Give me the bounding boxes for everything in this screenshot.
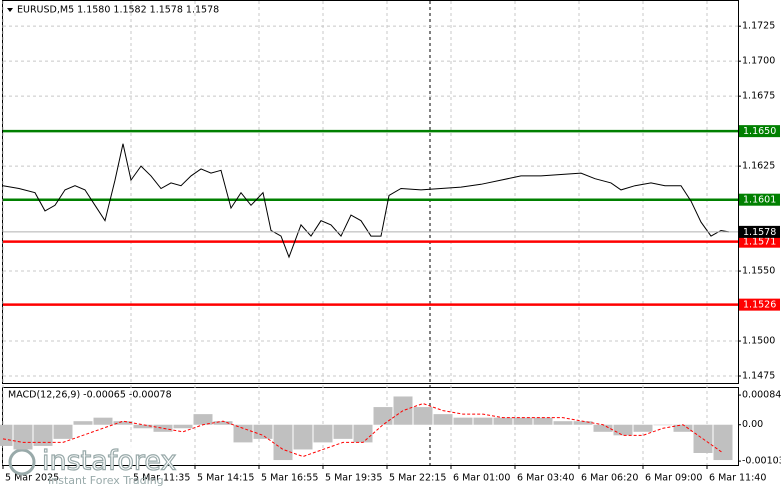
x-tick-label: 6 Mar 09:00 bbox=[645, 473, 702, 484]
x-tick-label: 5 Mar 11:35 bbox=[133, 473, 190, 484]
histogram-bar bbox=[573, 421, 593, 425]
x-tick-label: 5 Mar 14:15 bbox=[197, 473, 254, 484]
histogram-bar bbox=[593, 424, 613, 432]
y-tick-label: 1.1725 bbox=[742, 21, 775, 32]
histogram-bar bbox=[173, 424, 193, 429]
y-tick-label: 1.1475 bbox=[742, 371, 775, 382]
histogram-bar bbox=[153, 424, 173, 432]
y-tick-label: 1.1550 bbox=[742, 266, 775, 277]
histogram-bar bbox=[513, 417, 533, 425]
histogram-bar bbox=[213, 421, 233, 425]
histogram-bar bbox=[93, 417, 113, 425]
y-tick-label: 1.1500 bbox=[742, 336, 775, 347]
histogram-bar bbox=[293, 424, 313, 450]
histogram-bar bbox=[553, 421, 573, 425]
watermark-brand: instaforex bbox=[42, 446, 176, 477]
level-tag bbox=[739, 235, 780, 248]
signal-line bbox=[2, 403, 724, 458]
macd-title: MACD(12,26,9) -0.00065 -0.00078 bbox=[8, 390, 172, 401]
histogram-bar bbox=[433, 414, 453, 425]
x-tick-label: 6 Mar 11:40 bbox=[709, 473, 766, 484]
y-tick-label: 0.00084 bbox=[742, 390, 781, 401]
last-price-tag bbox=[739, 225, 780, 238]
histogram-bar bbox=[33, 424, 53, 446]
histogram-bar bbox=[413, 407, 433, 425]
x-tick-label: 6 Mar 06:20 bbox=[581, 473, 638, 484]
histogram-bar bbox=[273, 424, 293, 461]
histogram-bar bbox=[633, 424, 653, 432]
x-tick-label: 6 Mar 01:00 bbox=[453, 473, 510, 484]
chart-title: EURUSD,M5 1.1580 1.1582 1.1578 1.1578 bbox=[17, 5, 219, 16]
x-tick-label: 6 Mar 03:40 bbox=[517, 473, 574, 484]
y-tick-label: 1.1675 bbox=[742, 91, 775, 102]
level-label: 1.1526 bbox=[743, 300, 776, 311]
histogram-bar bbox=[533, 417, 553, 425]
level-label: 1.1601 bbox=[743, 195, 776, 206]
histogram-bar bbox=[13, 424, 33, 450]
histogram-bar bbox=[73, 421, 93, 425]
watermark-bg bbox=[3, 443, 179, 465]
histogram-bar bbox=[713, 424, 733, 461]
histogram-bar bbox=[133, 424, 153, 429]
histogram-bar bbox=[393, 396, 413, 425]
histogram-bar bbox=[373, 407, 393, 425]
histogram-bar bbox=[353, 424, 373, 443]
histogram-bar bbox=[53, 424, 73, 439]
level-tag bbox=[739, 193, 780, 206]
histogram-bar bbox=[253, 424, 273, 439]
histogram-bar bbox=[233, 424, 253, 443]
level-label: 1.1650 bbox=[743, 126, 776, 137]
x-tick-label: 5 Mar 22:15 bbox=[389, 473, 446, 484]
watermark-tagline: Instant Forex Trading bbox=[48, 474, 164, 487]
histogram-bar bbox=[193, 414, 213, 425]
histogram-bar bbox=[673, 424, 693, 432]
x-tick-label: 5 Mar 16:55 bbox=[261, 473, 318, 484]
histogram-bar bbox=[333, 424, 353, 439]
histogram-bar bbox=[613, 424, 633, 436]
level-label: 1.1571 bbox=[743, 237, 776, 248]
histogram-bar bbox=[453, 417, 473, 425]
y-tick-label: 0.00 bbox=[742, 419, 763, 430]
symbol-icon bbox=[7, 8, 13, 12]
last-price-label: 1.1578 bbox=[743, 227, 776, 238]
level-tag bbox=[739, 125, 780, 138]
histogram-bar bbox=[313, 424, 333, 443]
y-tick-label: 1.1625 bbox=[742, 161, 775, 172]
y-tick-label: -0.00103 bbox=[742, 456, 781, 467]
x-tick-label: 5 Mar 2025 bbox=[5, 473, 59, 484]
histogram-bar bbox=[493, 417, 513, 425]
histogram-bar bbox=[473, 417, 493, 425]
histogram-bar bbox=[113, 421, 133, 425]
x-tick-label: 5 Mar 19:35 bbox=[325, 473, 382, 484]
price-line bbox=[2, 143, 730, 259]
watermark-logo bbox=[8, 448, 36, 476]
level-tag bbox=[739, 298, 780, 311]
histogram-bar bbox=[0, 424, 13, 446]
y-tick-label: 1.1700 bbox=[742, 56, 775, 67]
price-panel bbox=[2, 0, 739, 384]
histogram-bar bbox=[653, 424, 673, 426]
